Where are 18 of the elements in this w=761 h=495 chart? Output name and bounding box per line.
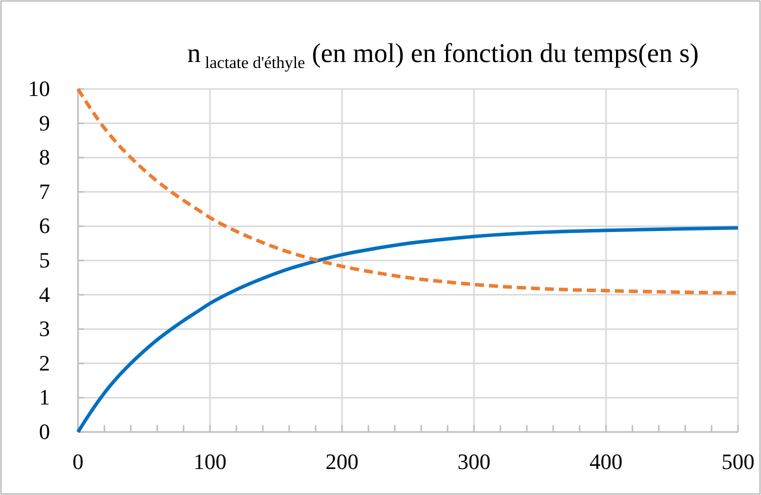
x-tick-label: 100	[194, 449, 226, 474]
y-tick-label: 0	[39, 419, 50, 444]
y-tick-label: 8	[39, 144, 50, 170]
chart-title: n$_{lactate d'éthyle}$ (en mol) en fonction du temps(en s)	[187, 38, 699, 72]
x-tick-label: 0	[72, 449, 84, 474]
y-tick-label: 6	[39, 213, 50, 238]
y-tick-label: 5	[39, 248, 50, 272]
y-tick-label: 9	[39, 110, 50, 136]
y-tick-label: 2	[39, 350, 50, 376]
x-tick-label: 500	[722, 449, 754, 474]
y-tick-label: 3	[39, 316, 50, 342]
y-tick-label: 10	[28, 76, 50, 101]
y-tick-label: 7	[39, 178, 50, 204]
y-tick-label: 4	[39, 282, 50, 307]
x-tick-label: 300	[458, 449, 490, 474]
x-tick-label: 400	[590, 449, 622, 474]
y-tick-label: 1	[39, 384, 50, 410]
x-tick-label: 200	[326, 449, 358, 474]
